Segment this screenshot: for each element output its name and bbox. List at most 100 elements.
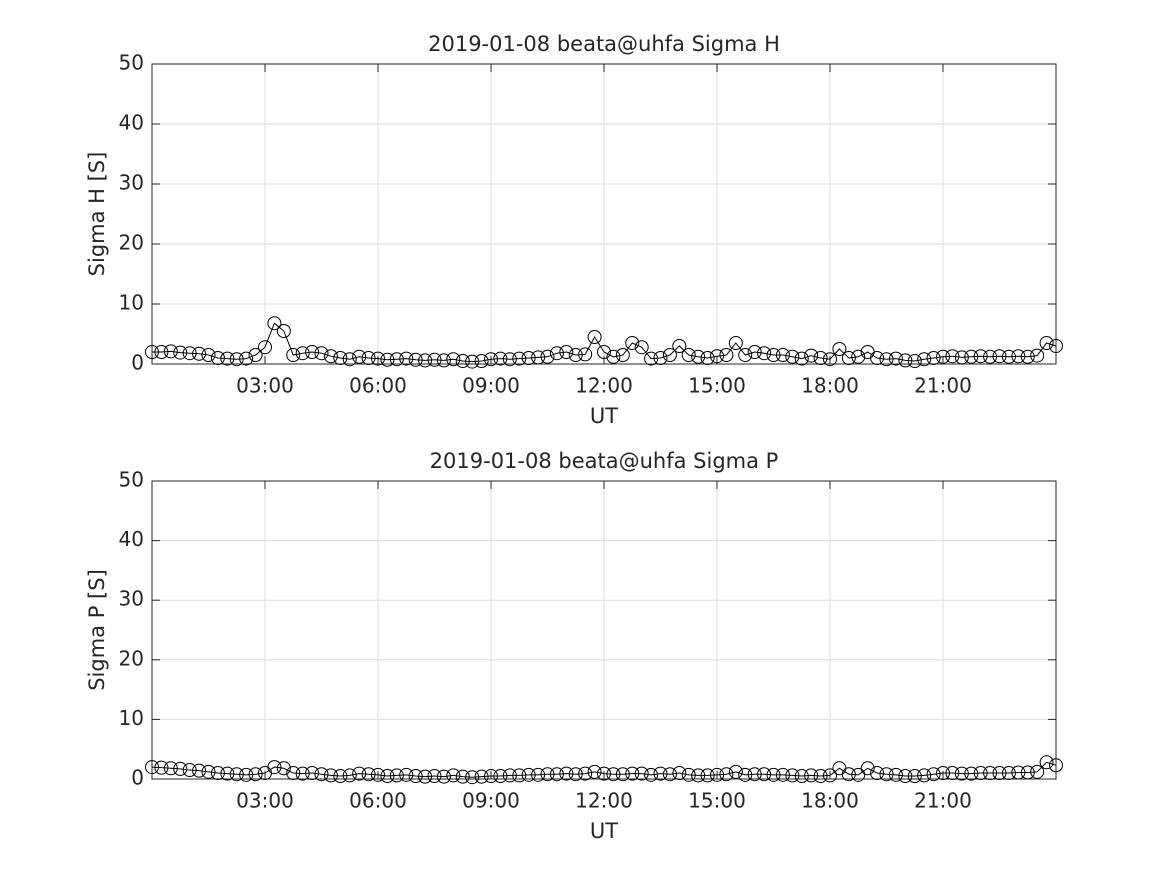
data-point	[578, 766, 593, 781]
data-point	[314, 346, 329, 361]
data-point	[295, 766, 310, 781]
x-tick-label: 12:00	[575, 374, 633, 398]
data-point	[1020, 765, 1035, 780]
data-point	[258, 340, 272, 355]
data-point	[653, 766, 668, 781]
data-point	[597, 766, 611, 781]
data-point	[757, 346, 772, 361]
data-point	[173, 761, 188, 776]
y-tick-label: 40	[119, 527, 144, 551]
data-point	[286, 348, 301, 362]
data-point	[276, 761, 291, 776]
data-point	[380, 769, 395, 784]
data-point	[286, 766, 301, 781]
data-point	[455, 354, 470, 368]
data-point	[926, 351, 941, 365]
data-point	[465, 354, 480, 369]
data-point	[295, 346, 310, 361]
data-point	[832, 342, 847, 356]
data-point	[681, 767, 696, 782]
data-point	[512, 768, 527, 783]
data-point	[794, 769, 809, 784]
data-point	[399, 767, 414, 782]
data-point	[917, 768, 932, 783]
data-point	[323, 349, 338, 364]
data-point	[493, 351, 508, 366]
data-point	[964, 766, 979, 781]
data-point	[785, 768, 800, 783]
data-point	[898, 769, 913, 784]
data-point	[775, 767, 790, 782]
x-tick-label: 03:00	[236, 374, 294, 398]
data-point	[512, 351, 527, 366]
data-point	[879, 767, 894, 782]
data-point	[342, 352, 357, 367]
data-point	[625, 766, 640, 781]
data-point	[851, 767, 866, 782]
data-point	[408, 352, 423, 367]
data-point	[1011, 349, 1026, 364]
data-point	[634, 340, 649, 355]
data-point	[691, 349, 706, 364]
data-point	[644, 767, 659, 782]
chart-title: 2019-01-08 beata@uhfa Sigma P	[430, 449, 779, 473]
data-point	[455, 769, 470, 784]
data-point	[305, 766, 320, 781]
data-point	[502, 352, 517, 367]
data-point	[672, 339, 687, 353]
y-tick-label: 50	[119, 468, 144, 492]
data-point	[192, 346, 207, 361]
data-point	[644, 351, 659, 366]
data-point	[531, 767, 546, 782]
data-point	[484, 352, 498, 367]
data-point	[399, 351, 414, 366]
data-point	[436, 353, 451, 368]
data-point	[361, 767, 376, 782]
y-axis-label: Sigma P [S]	[85, 569, 109, 691]
data-point	[738, 348, 753, 362]
axes-box	[151, 480, 1057, 780]
data-point	[380, 352, 395, 367]
data-point	[597, 345, 611, 359]
data-point	[851, 349, 866, 364]
data-point	[662, 348, 677, 362]
data-point	[907, 354, 922, 368]
data-point	[691, 768, 706, 783]
data-point	[163, 344, 178, 359]
data-point	[625, 336, 640, 350]
data-point	[747, 767, 762, 782]
x-axis-label: UT	[590, 404, 618, 428]
data-point	[917, 352, 932, 367]
data-point	[446, 768, 461, 783]
data-point	[342, 768, 357, 783]
x-tick-label: 18:00	[801, 789, 859, 813]
y-tick-label: 30	[119, 171, 144, 195]
data-point	[841, 351, 856, 365]
data-point	[672, 766, 687, 781]
data-point	[719, 767, 734, 782]
data-point	[1001, 349, 1016, 364]
data-point	[239, 351, 254, 366]
data-point	[145, 760, 159, 775]
data-point	[549, 767, 564, 782]
data-point	[568, 767, 583, 782]
data-point	[163, 761, 178, 776]
data-point	[248, 767, 263, 782]
data-point	[813, 769, 828, 784]
data-point	[775, 348, 790, 362]
data-point	[615, 767, 630, 782]
data-point	[794, 351, 809, 366]
data-point	[371, 351, 385, 366]
data-line	[151, 761, 1057, 778]
data-point	[549, 346, 564, 361]
data-point	[267, 760, 282, 775]
data-point	[371, 767, 385, 782]
data-point	[954, 350, 969, 365]
data-point	[888, 351, 903, 366]
data-point	[841, 767, 856, 782]
data-point	[983, 766, 998, 781]
data-point	[239, 767, 254, 782]
data-point	[606, 349, 621, 364]
data-point	[154, 760, 169, 775]
